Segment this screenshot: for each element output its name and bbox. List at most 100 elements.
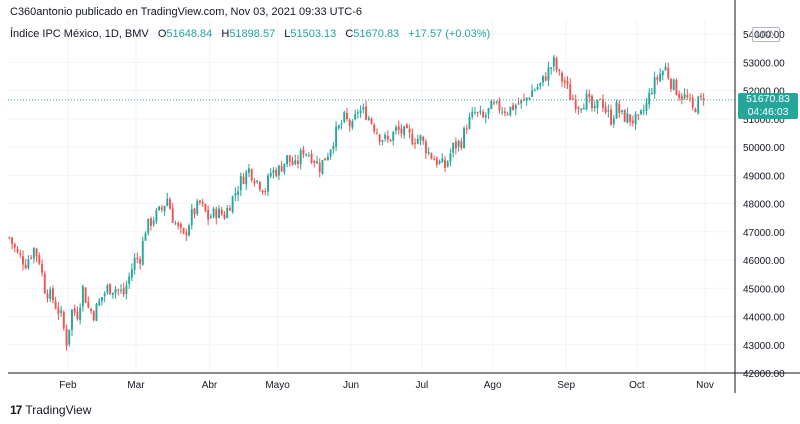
candle-body <box>160 207 163 210</box>
candle-body <box>62 312 65 329</box>
candle-body <box>286 155 289 165</box>
candle-body <box>506 113 509 115</box>
candle-body <box>237 191 240 195</box>
y-tick-label: 54000.00 <box>743 30 785 41</box>
candle-body <box>362 107 365 110</box>
candle-body <box>395 127 397 131</box>
candle-body <box>405 124 408 129</box>
candle-body <box>57 307 60 315</box>
y-tick-label: 46000.00 <box>743 256 785 267</box>
candle-body <box>604 106 607 113</box>
candle-body <box>596 99 599 108</box>
candle-body <box>201 201 204 204</box>
candle-body <box>435 158 438 166</box>
candle-body <box>92 311 95 320</box>
candle-body <box>577 107 580 110</box>
candle-body <box>441 158 444 163</box>
candle-body <box>128 276 131 284</box>
candle-body <box>321 159 324 174</box>
candle-body <box>552 57 555 67</box>
y-tick-label: 44000.00 <box>743 313 785 324</box>
candle-body <box>310 153 313 163</box>
candle-body <box>686 95 689 97</box>
candle-body <box>517 103 520 105</box>
candle-body <box>316 161 318 164</box>
candle-body <box>198 200 201 203</box>
candle-body <box>522 99 525 101</box>
candle-body <box>179 224 182 228</box>
candle-body <box>558 69 561 72</box>
candle-body <box>653 77 656 94</box>
candle-body <box>457 140 460 147</box>
candle-body <box>694 108 697 113</box>
candle-body <box>473 112 476 114</box>
y-tick-label: 48000.00 <box>743 200 785 211</box>
candle-body <box>520 99 523 104</box>
candle-body <box>452 142 455 153</box>
open-value: 51648.84 <box>166 28 213 40</box>
candle-body <box>117 289 120 291</box>
x-tick-label: Feb <box>59 380 77 391</box>
candle-body <box>533 89 536 91</box>
close-value: 51670.83 <box>353 28 400 40</box>
candle-body <box>618 103 621 113</box>
candle-body <box>547 67 550 81</box>
candle-body <box>209 216 212 219</box>
candle-body <box>125 285 128 294</box>
candle-body <box>430 153 433 159</box>
candle-body <box>158 206 161 210</box>
footer-brand[interactable]: 17 TradingView <box>10 403 91 417</box>
candle-body <box>152 220 155 225</box>
candle-body <box>580 108 583 111</box>
publisher-line: C360antonio publicado en TradingView.com… <box>10 6 363 18</box>
tradingview-logo-icon: 17 <box>10 403 22 417</box>
candle-body <box>166 198 169 206</box>
candle-body <box>193 208 196 215</box>
candle-body <box>615 102 618 119</box>
candle-body <box>30 257 33 259</box>
candle-body <box>375 132 378 134</box>
candle-body <box>501 111 504 113</box>
last-price-value: 51670.83 <box>746 92 790 105</box>
y-tick-label: 51000.00 <box>743 115 785 126</box>
candle-body <box>542 75 544 83</box>
candle-body <box>307 155 310 157</box>
candle-body <box>444 159 446 168</box>
candle-body <box>239 176 242 191</box>
candle-body <box>667 67 670 79</box>
candle-body <box>645 102 648 112</box>
candle-body <box>626 113 629 123</box>
high-value: 51898.57 <box>229 28 276 40</box>
candle-body <box>120 289 122 291</box>
candle-body <box>392 131 395 141</box>
candle-body <box>629 114 632 122</box>
candle-body <box>367 117 370 120</box>
x-tick-label: Mayo <box>265 380 290 391</box>
candle-body <box>16 248 19 253</box>
candle-body <box>400 128 403 134</box>
candle-body <box>313 161 316 163</box>
candle-body <box>378 134 381 142</box>
candle-body <box>185 232 188 236</box>
chart-axes: 42000.00 43000.00 44000.00 45000.00 46000.00… <box>8 0 800 393</box>
candle-body <box>503 111 506 114</box>
candle-body <box>13 244 16 248</box>
candle-body <box>427 151 430 154</box>
candle-body <box>465 128 468 130</box>
currency-badge[interactable]: MXN <box>752 27 780 42</box>
candle-body <box>220 209 223 215</box>
candle-body <box>302 149 305 155</box>
candle-body <box>106 285 109 293</box>
candle-body <box>386 135 389 140</box>
candle-body <box>414 143 416 145</box>
low-label: L <box>284 28 291 40</box>
brand-name: TradingView <box>25 403 92 417</box>
candle-body <box>267 175 269 192</box>
candle-body <box>650 92 653 94</box>
candle-body <box>24 264 27 269</box>
candle-body <box>659 73 662 81</box>
candle-body <box>365 106 367 120</box>
candle-body <box>177 222 180 226</box>
candle-body <box>672 79 675 90</box>
